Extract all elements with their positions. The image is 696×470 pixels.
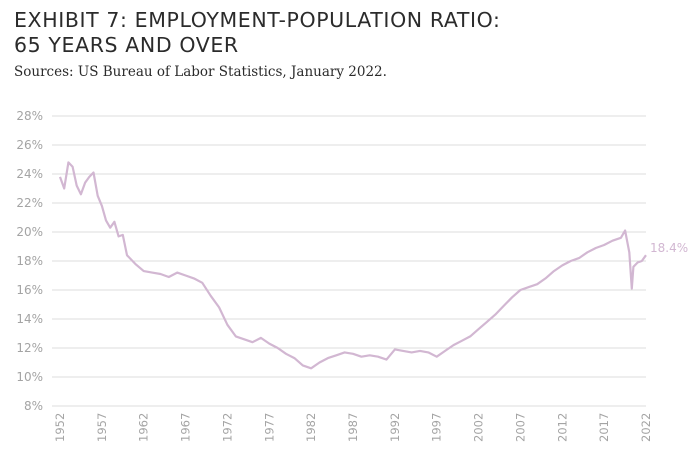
gridlines xyxy=(52,115,646,407)
y-tick-label: 24% xyxy=(16,167,43,181)
x-tick-label: 2012 xyxy=(555,413,569,442)
y-axis-tick-labels: 8% 10% 12% 14% 16% 18% 20% 22% 24% 26% 28% xyxy=(16,109,43,413)
x-tick-label: 1962 xyxy=(137,413,151,442)
x-tick-label: 2022 xyxy=(639,413,653,442)
series-line-employment-population-ratio xyxy=(58,161,647,370)
y-tick-label: 12% xyxy=(16,341,43,355)
x-tick-label: 1997 xyxy=(430,413,444,442)
y-tick-label: 20% xyxy=(16,225,43,239)
x-tick-label: 1952 xyxy=(53,413,67,442)
y-tick-label: 26% xyxy=(16,138,43,152)
x-tick-label: 1977 xyxy=(262,413,276,442)
x-tick-label: 2002 xyxy=(472,413,486,442)
chart-title-line-1: EXHIBIT 7: EMPLOYMENT-POPULATION RATIO: xyxy=(14,8,501,32)
end-value-label: 18.4% xyxy=(650,241,688,255)
x-tick-label: 1987 xyxy=(346,413,360,442)
chart-title: EXHIBIT 7: EMPLOYMENT-POPULATION RATIO: … xyxy=(14,8,674,58)
x-tick-label: 2017 xyxy=(597,413,611,442)
y-tick-label: 14% xyxy=(16,312,43,326)
y-tick-label: 8% xyxy=(24,399,43,413)
x-tick-label: 2007 xyxy=(513,413,527,442)
x-tick-label: 1982 xyxy=(304,413,318,442)
x-axis-tick-labels: 1952 1957 1962 1967 1972 1977 1982 1987 1992 1997… xyxy=(53,413,653,442)
y-tick-label: 18% xyxy=(16,254,43,268)
y-tick-label: 10% xyxy=(16,370,43,384)
x-tick-label: 1972 xyxy=(220,413,234,442)
series-group: 18.4% xyxy=(58,161,688,370)
chart-source-note: Sources: US Bureau of Labor Statistics, … xyxy=(14,64,387,80)
x-tick-label: 1967 xyxy=(179,413,193,442)
y-tick-label: 22% xyxy=(16,196,43,210)
y-tick-label: 28% xyxy=(16,109,43,123)
y-tick-label: 16% xyxy=(16,283,43,297)
x-tick-label: 1957 xyxy=(95,413,109,442)
x-tick-label: 1992 xyxy=(388,413,402,442)
chart-title-line-2: 65 YEARS AND OVER xyxy=(14,33,239,57)
